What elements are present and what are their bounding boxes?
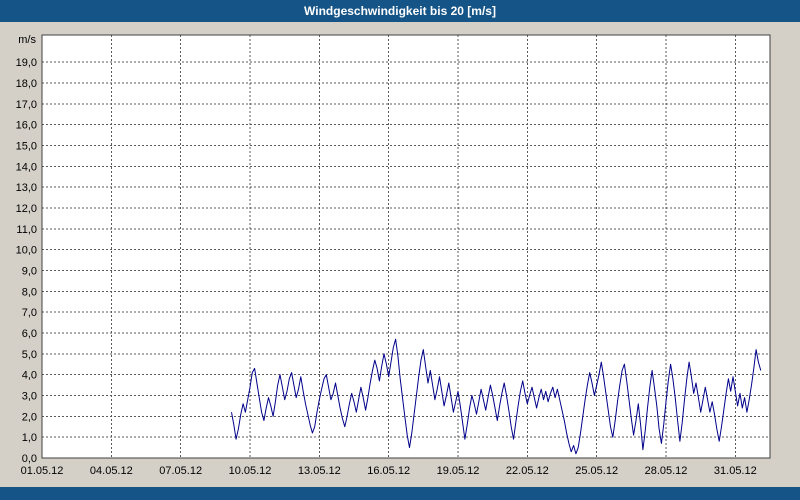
svg-text:14,0: 14,0 <box>16 161 37 173</box>
svg-text:12,0: 12,0 <box>16 203 37 215</box>
svg-text:0,0: 0,0 <box>22 453 37 465</box>
chart-title-bar: Windgeschwindigkeit bis 20 [m/s] <box>0 0 800 22</box>
footer-bar <box>0 487 800 500</box>
svg-text:3,0: 3,0 <box>22 390 37 402</box>
svg-text:13,0: 13,0 <box>16 182 37 194</box>
svg-text:19,0: 19,0 <box>16 57 37 69</box>
chart-title: Windgeschwindigkeit bis 20 [m/s] <box>304 4 496 18</box>
svg-text:4,0: 4,0 <box>22 370 37 382</box>
svg-text:17,0: 17,0 <box>16 99 37 111</box>
svg-text:31.05.12: 31.05.12 <box>714 465 757 477</box>
svg-text:04.05.12: 04.05.12 <box>90 465 133 477</box>
svg-text:01.05.12: 01.05.12 <box>21 465 64 477</box>
wind-speed-chart: 0,0 1,0 2,0 3,0 4,0 5,0 6,0 7,0 8,0 9,0 10,0 11,0 12… <box>16 34 771 477</box>
svg-text:2,0: 2,0 <box>22 411 37 423</box>
svg-text:9,0: 9,0 <box>22 265 37 277</box>
svg-text:m/s: m/s <box>18 34 36 46</box>
svg-text:18,0: 18,0 <box>16 78 37 90</box>
svg-text:8,0: 8,0 <box>22 286 37 298</box>
svg-text:13.05.12: 13.05.12 <box>298 465 341 477</box>
svg-text:6,0: 6,0 <box>22 328 37 340</box>
svg-text:5,0: 5,0 <box>22 349 37 361</box>
svg-text:19.05.12: 19.05.12 <box>437 465 480 477</box>
svg-text:28.05.12: 28.05.12 <box>645 465 688 477</box>
svg-text:10.05.12: 10.05.12 <box>229 465 272 477</box>
svg-text:07.05.12: 07.05.12 <box>159 465 202 477</box>
svg-text:11,0: 11,0 <box>16 224 37 236</box>
svg-text:1,0: 1,0 <box>22 432 37 444</box>
svg-text:16.05.12: 16.05.12 <box>367 465 410 477</box>
svg-text:22.05.12: 22.05.12 <box>506 465 549 477</box>
svg-text:16,0: 16,0 <box>16 120 37 132</box>
svg-text:15,0: 15,0 <box>16 140 37 152</box>
svg-text:10,0: 10,0 <box>16 245 37 257</box>
svg-text:25.05.12: 25.05.12 <box>575 465 618 477</box>
svg-text:7,0: 7,0 <box>22 307 37 319</box>
